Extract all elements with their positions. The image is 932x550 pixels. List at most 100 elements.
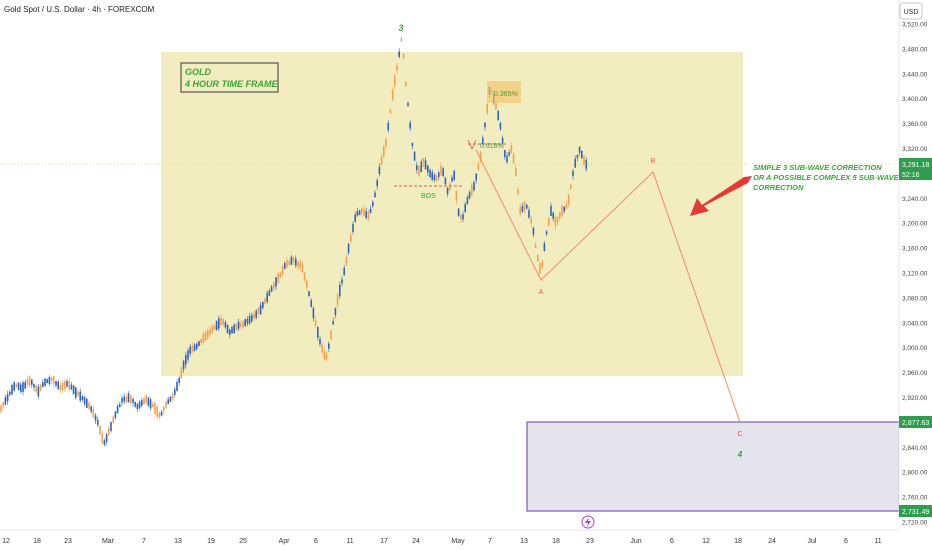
time-tick-label: 24 — [412, 538, 420, 545]
candle-body — [431, 171, 433, 180]
candle-body — [334, 308, 337, 316]
candle-body — [299, 261, 301, 268]
candle-body — [259, 304, 262, 315]
candle-body — [468, 192, 471, 199]
candle-body — [121, 398, 123, 403]
candle-body — [497, 110, 499, 121]
candle-body — [475, 173, 477, 181]
time-tick-label: 23 — [586, 538, 594, 545]
candle-body — [383, 146, 385, 157]
candle-body — [103, 440, 106, 445]
time-tick-label: 19 — [207, 538, 215, 545]
time-tick-label: Jul — [808, 538, 817, 545]
candle-body — [567, 195, 570, 205]
candle-body — [369, 208, 372, 213]
event-lightning-icon[interactable] — [581, 515, 595, 529]
candle-body — [9, 391, 11, 395]
time-tick-label: 13 — [520, 538, 528, 545]
candle-body — [479, 151, 482, 162]
current-price-value: 3,291.18 — [902, 162, 929, 169]
candle-body — [218, 318, 220, 329]
candle-body — [539, 263, 541, 274]
candle-body — [372, 202, 374, 207]
bos-label: BOS — [421, 193, 436, 200]
candle-body — [576, 154, 579, 159]
candle-body — [301, 264, 304, 273]
red-arrow — [690, 176, 752, 216]
time-tick-label: 18 — [734, 538, 742, 545]
candle-body — [336, 294, 339, 306]
time-tick-label: 17 — [380, 538, 388, 545]
candle-body — [541, 260, 543, 268]
time-tick-label: 13 — [174, 538, 182, 545]
candle-body — [123, 396, 125, 402]
candle-body — [143, 398, 145, 405]
candle-body — [495, 102, 497, 110]
candle-body — [354, 214, 356, 222]
candle-body — [581, 150, 583, 159]
candle-body — [321, 344, 323, 352]
candle-body — [77, 391, 79, 396]
time-tick-label: 24 — [768, 538, 776, 545]
candle-body — [407, 102, 409, 107]
candle-body — [251, 315, 253, 322]
time-axis[interactable] — [0, 529, 899, 550]
candle-body — [156, 406, 158, 417]
candle-body — [389, 109, 392, 113]
candle-body — [2, 402, 4, 407]
candle-body — [174, 389, 176, 395]
candle-body — [44, 378, 46, 386]
candle-body — [394, 76, 396, 86]
candle-body — [464, 203, 466, 212]
candle-body — [231, 326, 233, 334]
note-line-3: CORRECTION — [753, 183, 804, 192]
candle-body — [187, 350, 189, 360]
wave-b-label: B — [651, 158, 656, 165]
candle-body — [317, 327, 319, 338]
wave-4-label: 4 — [737, 450, 743, 459]
note-line-2: OR A POSSIBLE COMPLEX 5 SUB-WAVE — [753, 173, 900, 182]
candle-body — [33, 383, 35, 388]
candle-body — [343, 267, 345, 276]
candle-body — [310, 300, 312, 307]
candle-body — [240, 323, 242, 327]
candle-body — [81, 396, 84, 401]
candle-body — [543, 243, 546, 252]
target-bottom-value: 2,731.49 — [902, 509, 929, 516]
price-tick-label: 2,840.00 — [902, 445, 928, 452]
candle-body — [578, 146, 581, 153]
symbol-title[interactable]: Gold Spot / U.S. Dollar · 4h · FOREXCOM — [4, 5, 155, 14]
candle-body — [380, 156, 383, 165]
candle-body — [534, 244, 537, 248]
candle-body — [262, 301, 264, 309]
candle-body — [50, 377, 53, 381]
time-tick-label: 7 — [142, 538, 146, 545]
price-tick-label: 2,960.00 — [902, 370, 928, 377]
time-tick-label: May — [451, 538, 465, 545]
candle-body — [400, 38, 403, 42]
candle-body — [70, 384, 73, 390]
candle-body — [198, 341, 200, 346]
currency-badge[interactable] — [899, 2, 923, 20]
candle-body — [99, 425, 101, 434]
candle-body — [292, 257, 295, 263]
candle-body — [402, 54, 405, 59]
candle-body — [266, 292, 268, 302]
candle-body — [169, 396, 172, 402]
candle-body — [350, 235, 352, 242]
price-axis[interactable]: USD — [898, 0, 932, 550]
candle-body — [101, 433, 103, 443]
candle-body — [565, 203, 568, 210]
candle-body — [13, 382, 15, 391]
candle-body — [387, 123, 389, 131]
candle-body — [176, 381, 178, 392]
candle-body — [526, 204, 528, 209]
candle-body — [521, 206, 524, 212]
note-line-1: SIMPLE 3 SUB-WAVE CORRECTION — [753, 163, 882, 172]
candle-body — [20, 384, 22, 392]
candle-body — [273, 282, 275, 289]
candle-body — [328, 343, 330, 349]
candle-body — [365, 211, 367, 219]
